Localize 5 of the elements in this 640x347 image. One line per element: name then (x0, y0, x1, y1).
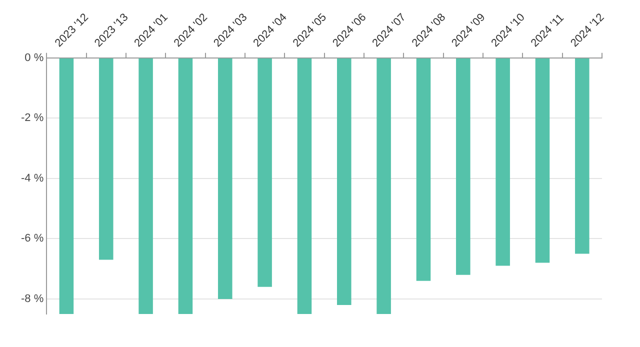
y-tick-label: 0 % (24, 52, 44, 64)
y-tick-label: -4 % (20, 172, 44, 184)
y-tick-label: -2 % (20, 112, 44, 124)
y-tick-label: -8 % (20, 292, 44, 305)
y-tick-label: -6 % (20, 232, 44, 245)
